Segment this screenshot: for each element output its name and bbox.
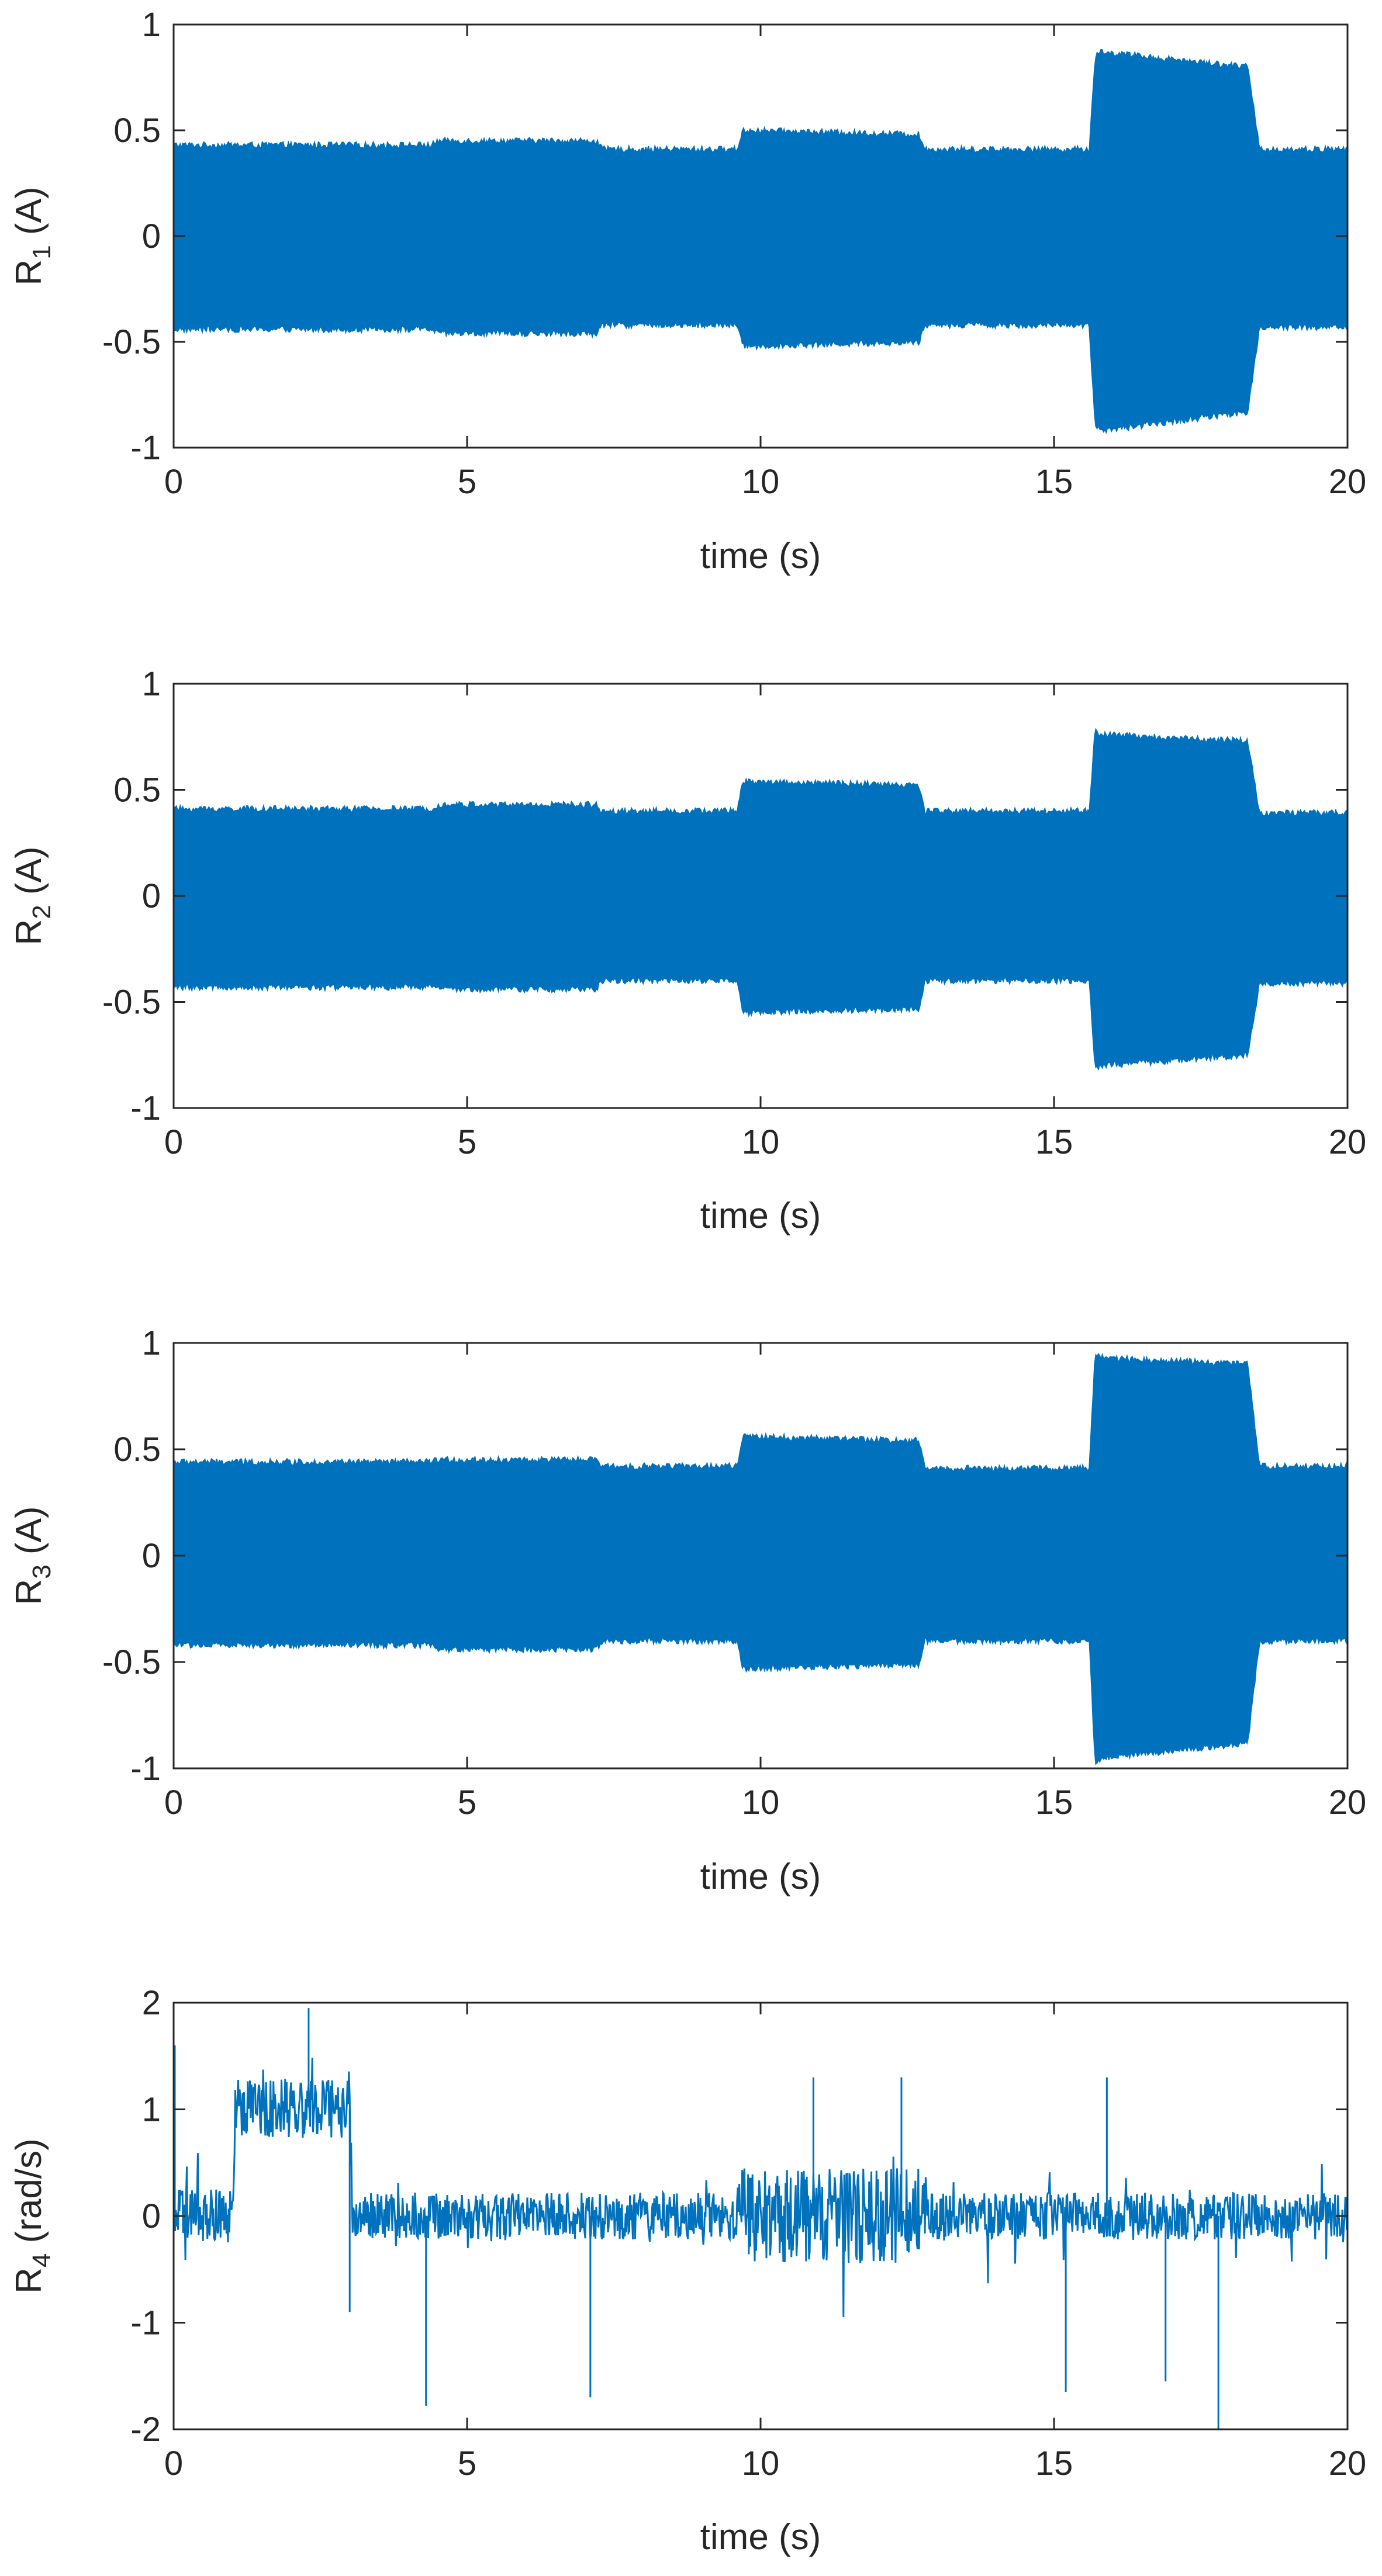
signal-band [174, 728, 1348, 1071]
ytick-label: 0.5 [113, 1431, 161, 1469]
xtick-label: 10 [742, 1123, 780, 1161]
ylabel-r3: R3 (A) [9, 1506, 56, 1605]
ytick-label: 1 [142, 1324, 161, 1362]
ylabel-r4: R4 (rad/s) [9, 2138, 56, 2294]
signal-band [174, 1352, 1348, 1765]
ytick-label: 0 [142, 217, 161, 255]
ytick-label: 0 [142, 877, 161, 915]
xtick-label: 10 [742, 2445, 780, 2482]
plot-area: 0 5 10 15 20 -1 -0.5 0 0.5 1 [102, 6, 1366, 501]
ytick-label: 0.5 [113, 771, 161, 809]
plot-area: 0 5 10 15 20 -1 -0.5 0 0.5 1 [102, 1324, 1366, 1822]
xtick-label: 15 [1035, 463, 1073, 501]
xtick-label: 15 [1035, 1784, 1073, 1822]
panel-r1: 0 5 10 15 20 -1 -0.5 0 0.5 1 R1 (A) time (s) [9, 6, 1366, 576]
panel-r2: 0 5 10 15 20 -1 -0.5 0 0.5 1 R2 (A) time (s) [9, 665, 1366, 1236]
xtick-label: 5 [458, 463, 476, 501]
xtick-label: 20 [1329, 2445, 1367, 2482]
ylabel-r1: R1 (A) [9, 186, 56, 285]
xtick-label: 5 [458, 1784, 476, 1822]
ylabel-unit: (A) [9, 186, 49, 245]
xtick-label: 10 [742, 1784, 780, 1822]
xtick-label: 15 [1035, 1123, 1073, 1161]
xtick-label: 0 [164, 2445, 183, 2482]
plot-area: 0 5 10 15 20 -2 -1 0 1 2 [130, 1984, 1366, 2482]
panel-r4: 0 5 10 15 20 -2 -1 0 1 2 R4 (rad/s) time (s) [9, 1984, 1366, 2557]
ytick-label: 0 [142, 1537, 161, 1575]
ytick-label: 1 [142, 6, 161, 44]
ylabel-subscript: 4 [27, 2253, 56, 2267]
xlabel-r4: time (s) [700, 2517, 821, 2557]
ytick-label: -1 [130, 1089, 161, 1127]
xtick-label: 20 [1329, 463, 1367, 501]
ytick-label: -2 [130, 2411, 161, 2449]
xtick-label: 10 [742, 463, 780, 501]
plot-area: 0 5 10 15 20 -1 -0.5 0 0.5 1 [102, 665, 1366, 1161]
xtick-label: 0 [164, 1123, 183, 1161]
ytick-label: -0.5 [102, 323, 161, 361]
ylabel-subscript: 1 [27, 245, 56, 259]
ylabel-r2: R2 (A) [9, 846, 56, 945]
ylabel-unit: (A) [9, 1506, 49, 1564]
xlabel-r1: time (s) [700, 536, 821, 576]
ytick-label: 1 [142, 2091, 161, 2129]
ytick-label: 0 [142, 2197, 161, 2235]
ytick-label: 2 [142, 1984, 161, 2022]
xtick-label: 5 [458, 1123, 476, 1161]
ylabel-unit: (A) [9, 846, 49, 905]
panel-r3: 0 5 10 15 20 -1 -0.5 0 0.5 1 R3 (A) time (s) [9, 1324, 1366, 1897]
ytick-label: 1 [142, 665, 161, 703]
signal-line [174, 2058, 1348, 2317]
signal-band [174, 49, 1348, 434]
ylabel-subscript: 3 [27, 1564, 56, 1578]
xtick-label: 0 [164, 1784, 183, 1822]
xlabel-r3: time (s) [700, 1857, 821, 1897]
xtick-label: 20 [1329, 1784, 1367, 1822]
ytick-label: -1 [130, 1750, 161, 1788]
xtick-label: 5 [458, 2445, 476, 2482]
xtick-label: 0 [164, 463, 183, 501]
ytick-label: -0.5 [102, 984, 161, 1022]
ytick-label: -0.5 [102, 1643, 161, 1681]
ytick-label: 0.5 [113, 112, 161, 150]
ytick-label: -1 [130, 429, 161, 467]
xtick-label: 15 [1035, 2445, 1073, 2482]
ytick-label: -1 [130, 2304, 161, 2342]
ylabel-unit: (rad/s) [9, 2138, 49, 2253]
xlabel-r2: time (s) [700, 1196, 821, 1236]
ylabel-subscript: 2 [27, 905, 56, 919]
xtick-label: 20 [1329, 1123, 1367, 1161]
